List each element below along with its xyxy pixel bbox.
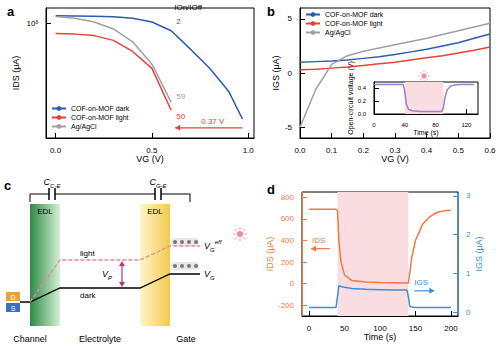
svg-text:1: 1	[466, 269, 471, 278]
svg-text:0.4: 0.4	[358, 85, 367, 91]
svg-text:0.4: 0.4	[421, 146, 433, 155]
svg-text:0.3: 0.3	[389, 146, 401, 155]
svg-text:80: 80	[432, 122, 439, 128]
svg-text:0: 0	[290, 279, 295, 288]
svg-text:1.0: 1.0	[243, 146, 255, 155]
svg-text:c: c	[4, 178, 11, 193]
svg-text:600: 600	[281, 214, 295, 223]
svg-text:CG-E: CG-E	[149, 177, 167, 189]
svg-text:Electrolyte: Electrolyte	[79, 334, 121, 344]
svg-text:0.0: 0.0	[50, 146, 62, 155]
svg-text:0: 0	[307, 324, 312, 333]
svg-text:-5: -5	[285, 123, 293, 132]
svg-text:IDS: IDS	[312, 236, 325, 245]
svg-text:light: light	[80, 249, 95, 258]
svg-text:0.6: 0.6	[484, 146, 496, 155]
svg-text:Open-circuit voltage (V): Open-circuit voltage (V)	[347, 61, 355, 135]
svg-text:150: 150	[409, 324, 423, 333]
svg-text:5: 5	[288, 14, 293, 23]
svg-text:0.2: 0.2	[358, 98, 367, 104]
svg-text:0: 0	[372, 122, 376, 128]
svg-text:COF-on-MOF dark: COF-on-MOF dark	[71, 105, 130, 112]
svg-text:COF-on-MOF light: COF-on-MOF light	[71, 114, 129, 122]
svg-text:0.1: 0.1	[326, 146, 338, 155]
svg-text:50: 50	[340, 324, 349, 333]
svg-text:IGS (μA): IGS (μA)	[271, 55, 281, 90]
svg-text:d: d	[267, 182, 275, 197]
svg-text:IOn/IOff: IOn/IOff	[174, 3, 203, 12]
svg-text:VG (V): VG (V)	[136, 154, 164, 164]
svg-text:a: a	[7, 4, 15, 19]
svg-text:VG: VG	[204, 269, 215, 281]
svg-text:Ag/AgCl: Ag/AgCl	[325, 29, 351, 37]
svg-text:IDS (μA): IDS (μA)	[265, 237, 275, 272]
svg-text:Gate: Gate	[176, 334, 196, 344]
svg-text:2: 2	[176, 17, 181, 26]
svg-text:S: S	[11, 305, 16, 312]
svg-text:VGeff: VGeff	[204, 239, 223, 253]
svg-text:COF-on-MOF dark: COF-on-MOF dark	[325, 11, 384, 18]
svg-text:50: 50	[176, 112, 185, 121]
svg-text:EDL: EDL	[37, 207, 53, 216]
svg-text:IGS: IGS	[414, 278, 428, 287]
svg-text:0.5: 0.5	[146, 146, 158, 155]
svg-text:CC-E: CC-E	[44, 177, 62, 189]
svg-text:Channel: Channel	[13, 334, 47, 344]
svg-text:Time (s): Time (s)	[364, 332, 397, 342]
svg-text:59: 59	[176, 92, 185, 101]
svg-text:40: 40	[401, 122, 408, 128]
svg-text:VP: VP	[102, 269, 112, 281]
svg-text:3: 3	[466, 191, 471, 200]
svg-text:200: 200	[281, 258, 295, 267]
svg-text:0: 0	[466, 308, 471, 317]
svg-text:b: b	[267, 4, 275, 19]
svg-text:2: 2	[466, 230, 471, 239]
svg-text:100: 100	[373, 324, 387, 333]
svg-text:-200: -200	[278, 301, 295, 310]
svg-text:EDL: EDL	[147, 207, 163, 216]
svg-text:IGS (μA): IGS (μA)	[474, 236, 484, 271]
svg-text:0: 0	[288, 69, 293, 78]
svg-text:Ag/AgCl: Ag/AgCl	[71, 123, 97, 131]
svg-text:10³: 10³	[26, 19, 38, 28]
svg-text:0.0: 0.0	[294, 146, 306, 155]
svg-text:800: 800	[281, 193, 295, 202]
svg-text:200: 200	[444, 324, 458, 333]
svg-text:0.0: 0.0	[358, 111, 367, 117]
svg-text:IDS (μA): IDS (μA)	[11, 56, 21, 91]
svg-text:COF-on-MOF light: COF-on-MOF light	[325, 20, 383, 28]
svg-text:D: D	[10, 294, 15, 301]
svg-text:120: 120	[461, 122, 472, 128]
svg-text:400: 400	[281, 236, 295, 245]
svg-text:Time (s): Time (s)	[413, 128, 439, 136]
svg-text:dark: dark	[80, 291, 97, 300]
svg-text:0.5: 0.5	[453, 146, 465, 155]
svg-text:0.37 V: 0.37 V	[201, 117, 225, 126]
svg-text:VG (V): VG (V)	[381, 154, 409, 164]
svg-text:0.2: 0.2	[358, 146, 370, 155]
